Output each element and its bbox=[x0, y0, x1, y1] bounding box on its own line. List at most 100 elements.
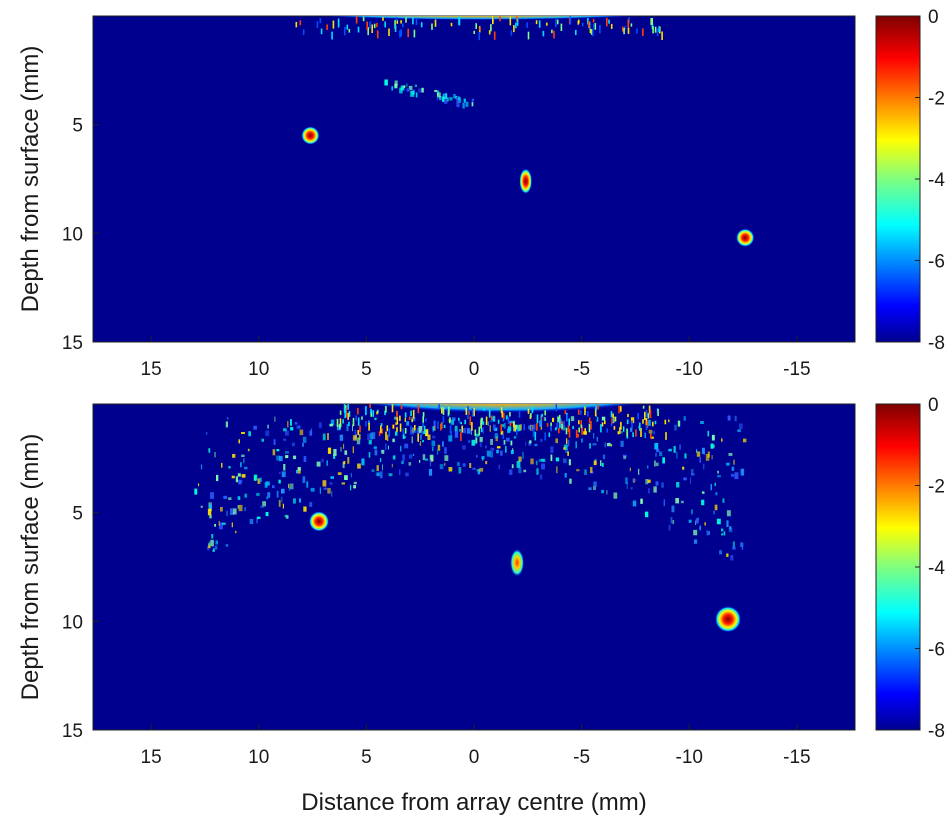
artifact-speckle bbox=[400, 445, 402, 452]
artifact-speckle bbox=[690, 477, 691, 484]
artifact-speckle bbox=[431, 440, 436, 447]
artifact-speckle bbox=[672, 520, 675, 524]
echo-speckle bbox=[345, 408, 347, 418]
x-tick-label: 15 bbox=[141, 747, 162, 768]
echo-speckle bbox=[365, 421, 367, 427]
echo-speckle bbox=[601, 422, 604, 427]
artifact-speckle bbox=[232, 508, 237, 515]
artifact-speckle bbox=[593, 433, 595, 439]
artifact-speckle bbox=[329, 423, 333, 427]
artifact-speckle bbox=[337, 472, 342, 475]
artifact-speckle bbox=[506, 437, 510, 442]
artifact-speckle bbox=[219, 522, 223, 530]
echo-speckle bbox=[509, 16, 512, 26]
artifact-speckle bbox=[671, 505, 675, 513]
echo-speckle bbox=[376, 411, 378, 415]
echo-speckle bbox=[376, 22, 378, 28]
echo-speckle bbox=[347, 412, 349, 420]
artifact-speckle bbox=[249, 518, 254, 525]
artifact-speckle bbox=[455, 97, 459, 100]
artifact-speckle bbox=[368, 420, 370, 425]
artifact-speckle bbox=[306, 481, 309, 488]
echo-speckle bbox=[536, 414, 539, 424]
artifact-speckle bbox=[495, 436, 498, 442]
artifact-speckle bbox=[194, 488, 198, 495]
echo-speckle bbox=[588, 423, 591, 433]
artifact-speckle bbox=[469, 463, 472, 468]
artifact-speckle bbox=[223, 495, 228, 499]
echo-speckle bbox=[371, 24, 373, 33]
echo-speckle bbox=[578, 420, 580, 425]
artifact-speckle bbox=[276, 449, 280, 452]
artifact-speckle bbox=[327, 447, 332, 454]
artifact-speckle bbox=[600, 460, 602, 466]
artifact-speckle bbox=[584, 469, 587, 475]
artifact-speckle bbox=[516, 424, 521, 432]
artifact-speckle bbox=[528, 441, 531, 446]
x-tick-label: 0 bbox=[469, 747, 480, 768]
echo-speckle bbox=[345, 405, 347, 411]
artifact-speckle bbox=[482, 427, 484, 434]
artifact-speckle bbox=[494, 433, 499, 439]
echo-speckle bbox=[357, 407, 359, 415]
artifact-speckle bbox=[210, 539, 214, 547]
artifact-speckle bbox=[647, 465, 649, 469]
artifact-speckle bbox=[395, 431, 398, 436]
artifact-speckle bbox=[376, 465, 379, 472]
artifact-speckle bbox=[593, 486, 596, 490]
echo-speckle bbox=[544, 417, 547, 421]
artifact-speckle bbox=[647, 488, 650, 494]
echo-speckle bbox=[577, 20, 580, 25]
artifact-speckle bbox=[701, 447, 705, 454]
echo-speckle bbox=[557, 416, 559, 423]
colorbar-tick-label: -2 bbox=[928, 477, 945, 498]
echo-speckle bbox=[490, 415, 493, 420]
echo-speckle bbox=[580, 410, 582, 415]
echo-speckle bbox=[548, 432, 551, 437]
artifact-speckle bbox=[401, 460, 404, 465]
artifact-speckle bbox=[352, 424, 353, 432]
artifact-speckle bbox=[241, 474, 246, 478]
artifact-speckle bbox=[510, 440, 513, 446]
artifact-speckle bbox=[731, 473, 735, 477]
artifact-speckle bbox=[510, 450, 514, 455]
echo-speckle bbox=[408, 416, 411, 420]
artifact-speckle bbox=[498, 464, 501, 470]
artifact-speckle bbox=[620, 440, 624, 447]
artifact-speckle bbox=[602, 454, 606, 460]
artifact-speckle bbox=[420, 434, 422, 440]
echo-speckle bbox=[590, 421, 592, 430]
echo-speckle bbox=[631, 420, 633, 428]
artifact-speckle bbox=[707, 430, 710, 437]
artifact-speckle bbox=[350, 473, 352, 478]
echo-speckle bbox=[558, 427, 560, 434]
artifact-speckle bbox=[213, 548, 215, 551]
artifact-speckle bbox=[485, 445, 487, 449]
artifact-speckle bbox=[679, 444, 681, 450]
artifact-speckle bbox=[357, 463, 361, 469]
echo-speckle bbox=[527, 408, 530, 414]
echo-speckle bbox=[541, 413, 543, 417]
artifact-speckle bbox=[656, 462, 659, 467]
artifact-speckle bbox=[737, 429, 741, 433]
artifact-speckle bbox=[344, 475, 348, 480]
echo-speckle bbox=[425, 418, 427, 422]
artifact-speckle bbox=[327, 488, 331, 494]
artifact-speckle bbox=[562, 425, 566, 431]
artifact-speckle bbox=[476, 469, 478, 472]
artifact-speckle bbox=[425, 429, 429, 437]
echo-speckle bbox=[587, 20, 590, 28]
echo-speckle bbox=[384, 21, 386, 28]
echo-speckle bbox=[412, 409, 415, 419]
panel-top-xticks: 15 10 5 0 -5 -10 -15 bbox=[141, 336, 811, 380]
artifact-speckle bbox=[410, 90, 415, 97]
artifact-speckle bbox=[428, 468, 433, 476]
echo-speckle bbox=[471, 408, 474, 417]
x-tick-label: 10 bbox=[248, 359, 269, 380]
panel-bottom-yticks: 5 10 15 bbox=[62, 504, 99, 742]
echo-speckle bbox=[610, 411, 613, 418]
artifact-speckle bbox=[453, 94, 456, 99]
artifact-speckle bbox=[244, 507, 246, 511]
artifact-speckle bbox=[208, 541, 211, 546]
echo-speckle bbox=[556, 19, 559, 25]
